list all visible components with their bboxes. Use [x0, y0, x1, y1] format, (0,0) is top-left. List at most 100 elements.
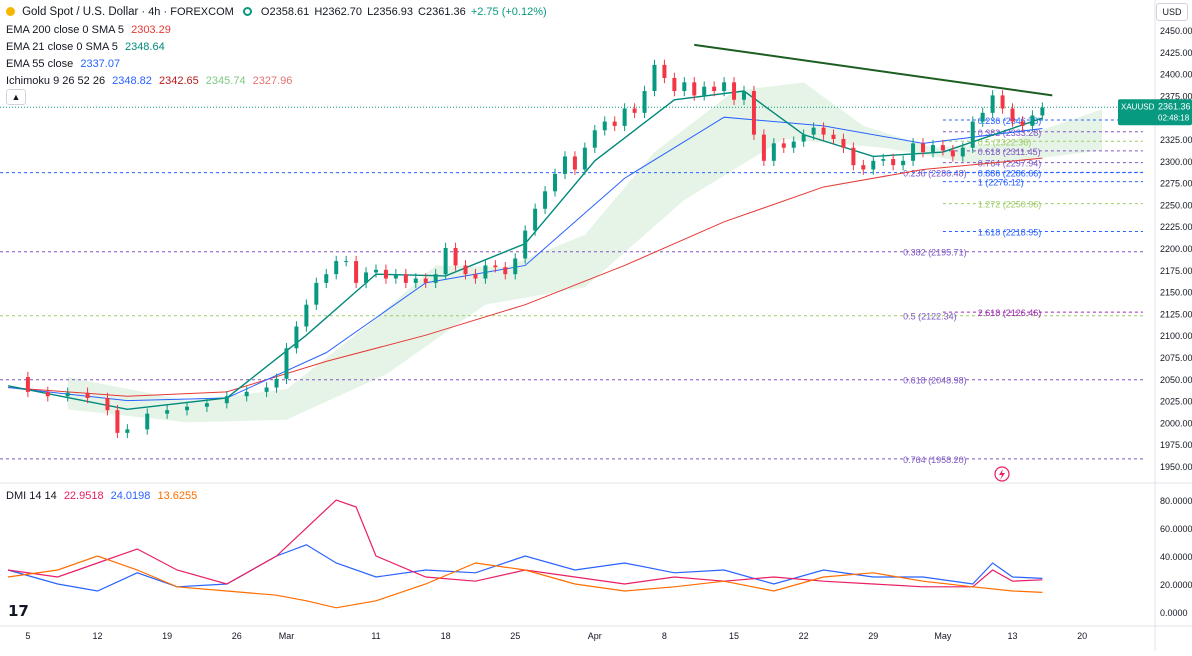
price-tick-label: 2150.00	[1160, 288, 1192, 298]
candle-body	[751, 91, 756, 135]
tradingview-logo-icon[interactable]: 17	[8, 602, 29, 620]
candle-body	[85, 392, 90, 398]
candle-body	[970, 121, 975, 148]
dmi-di-line	[7, 499, 1043, 588]
price-tick-label: 2225.00	[1160, 222, 1192, 232]
ema200-legend[interactable]: EMA 200 close 0 SMA 5 2303.29	[6, 23, 171, 37]
dmi-value-1: 22.9518	[63, 490, 104, 502]
candle-body	[811, 127, 816, 135]
time-tick-label: 5	[25, 631, 30, 641]
currency-button[interactable]: USD	[1156, 3, 1188, 21]
candle-body	[950, 150, 955, 157]
time-tick-label: May	[934, 631, 952, 641]
candle-body	[741, 91, 746, 100]
price-badge-countdown: 02:48:18	[1158, 113, 1190, 122]
ema55-value: 2337.07	[80, 58, 121, 70]
high-value: H2362.70	[314, 6, 363, 18]
chevron-up-icon: ▲	[11, 92, 21, 102]
price-badge	[1118, 99, 1192, 126]
dmi-value-2: 24.0198	[110, 490, 151, 502]
ichimoku-value-3: 2345.74	[205, 75, 246, 87]
symbol-title: Gold Spot / U.S. Dollar	[22, 6, 139, 18]
candle-body	[851, 147, 856, 166]
candle-body	[413, 278, 418, 283]
dmi-tick-label: 60.0000	[1160, 524, 1192, 534]
candle-body	[493, 265, 498, 268]
fib-label: 0.618 (2311.45)	[978, 147, 1041, 157]
dmi-legend[interactable]: DMI 14 14 22.9518 24.0198 13.6255	[6, 489, 197, 503]
candle-body	[473, 274, 478, 279]
symbol-dot	[6, 7, 15, 16]
time-tick-label: 15	[729, 631, 739, 641]
retracement-label: 0.236 (2286.48)	[903, 169, 967, 179]
price-badge-price: 2361.36	[1158, 101, 1191, 111]
candle-body	[582, 147, 587, 170]
candle-body	[294, 326, 299, 349]
candle-body	[722, 82, 727, 92]
candle-body	[901, 160, 906, 166]
price-tick-label: 2100.00	[1160, 331, 1192, 341]
ema21-label: EMA 21 close 0 SMA 5	[6, 41, 118, 53]
candle-body	[334, 261, 339, 275]
candle-body	[891, 159, 896, 166]
ichimoku-cloud	[67, 82, 1103, 423]
time-tick-label: 8	[662, 631, 667, 641]
time-tick-label: 22	[799, 631, 809, 641]
candle-body	[324, 274, 329, 283]
candle-body	[523, 230, 528, 259]
candle-body	[65, 392, 70, 397]
candle-body	[115, 410, 120, 433]
time-tick-label: 29	[868, 631, 878, 641]
time-tick-label: 26	[232, 631, 242, 641]
dmi-tick-label: 20.0000	[1160, 580, 1192, 590]
fib-label: 0.5 (2322.36)	[978, 137, 1032, 147]
fib-label: 0.886 (2286.66)	[978, 168, 1042, 178]
price-tick-label: 2175.00	[1160, 266, 1192, 276]
candle-body	[1040, 107, 1045, 116]
candle-body	[244, 391, 249, 397]
candle-body	[264, 387, 269, 392]
candle-body	[622, 108, 627, 126]
time-tick-label: 11	[371, 631, 380, 641]
candle-body	[572, 156, 577, 170]
candle-body	[344, 261, 349, 263]
candle-body	[553, 173, 558, 192]
candle-body	[861, 165, 866, 170]
ema55-legend[interactable]: EMA 55 close 2337.07	[6, 57, 120, 71]
candle-body	[960, 147, 965, 157]
market-status-icon	[242, 7, 252, 16]
candle-body	[702, 86, 707, 96]
close-value: C2361.36	[418, 6, 466, 18]
trendline[interactable]	[694, 43, 1053, 97]
candle-body	[672, 77, 677, 92]
candle-body	[1000, 95, 1005, 109]
candle-body	[930, 145, 935, 153]
dmi-label: DMI 14 14	[6, 490, 57, 502]
price-tick-label: 1975.00	[1160, 440, 1192, 450]
candle-body	[692, 82, 697, 96]
candle-body	[364, 272, 369, 283]
candle-body	[453, 248, 458, 266]
ichimoku-legend[interactable]: Ichimoku 9 26 52 26 2348.82 2342.65 2345…	[6, 74, 292, 88]
retracement-label: 0.5 (2122.34)	[903, 312, 957, 322]
candle-body	[383, 269, 388, 279]
ichimoku-label: Ichimoku 9 26 52 26	[6, 75, 106, 87]
time-tick-label: 19	[162, 631, 172, 641]
candle-body	[185, 406, 190, 411]
ema55-line	[7, 116, 1043, 402]
retracement-label: 0.382 (2195.71)	[903, 248, 967, 258]
ema200-line	[7, 157, 1043, 397]
candle-body	[831, 134, 836, 139]
candle-body	[761, 134, 766, 161]
candle-body	[403, 274, 408, 283]
collapse-legend-button[interactable]: ▲	[6, 89, 26, 105]
lightning-icon[interactable]	[994, 466, 1010, 482]
ema21-legend[interactable]: EMA 21 close 0 SMA 5 2348.64	[6, 40, 165, 54]
broker-label: FOREXCOM	[170, 6, 234, 18]
fib-label: 1 (2276.12)	[978, 178, 1024, 188]
lightning-bolt-icon	[999, 469, 1005, 480]
candle-body	[45, 391, 50, 397]
price-tick-label: 2200.00	[1160, 244, 1192, 254]
